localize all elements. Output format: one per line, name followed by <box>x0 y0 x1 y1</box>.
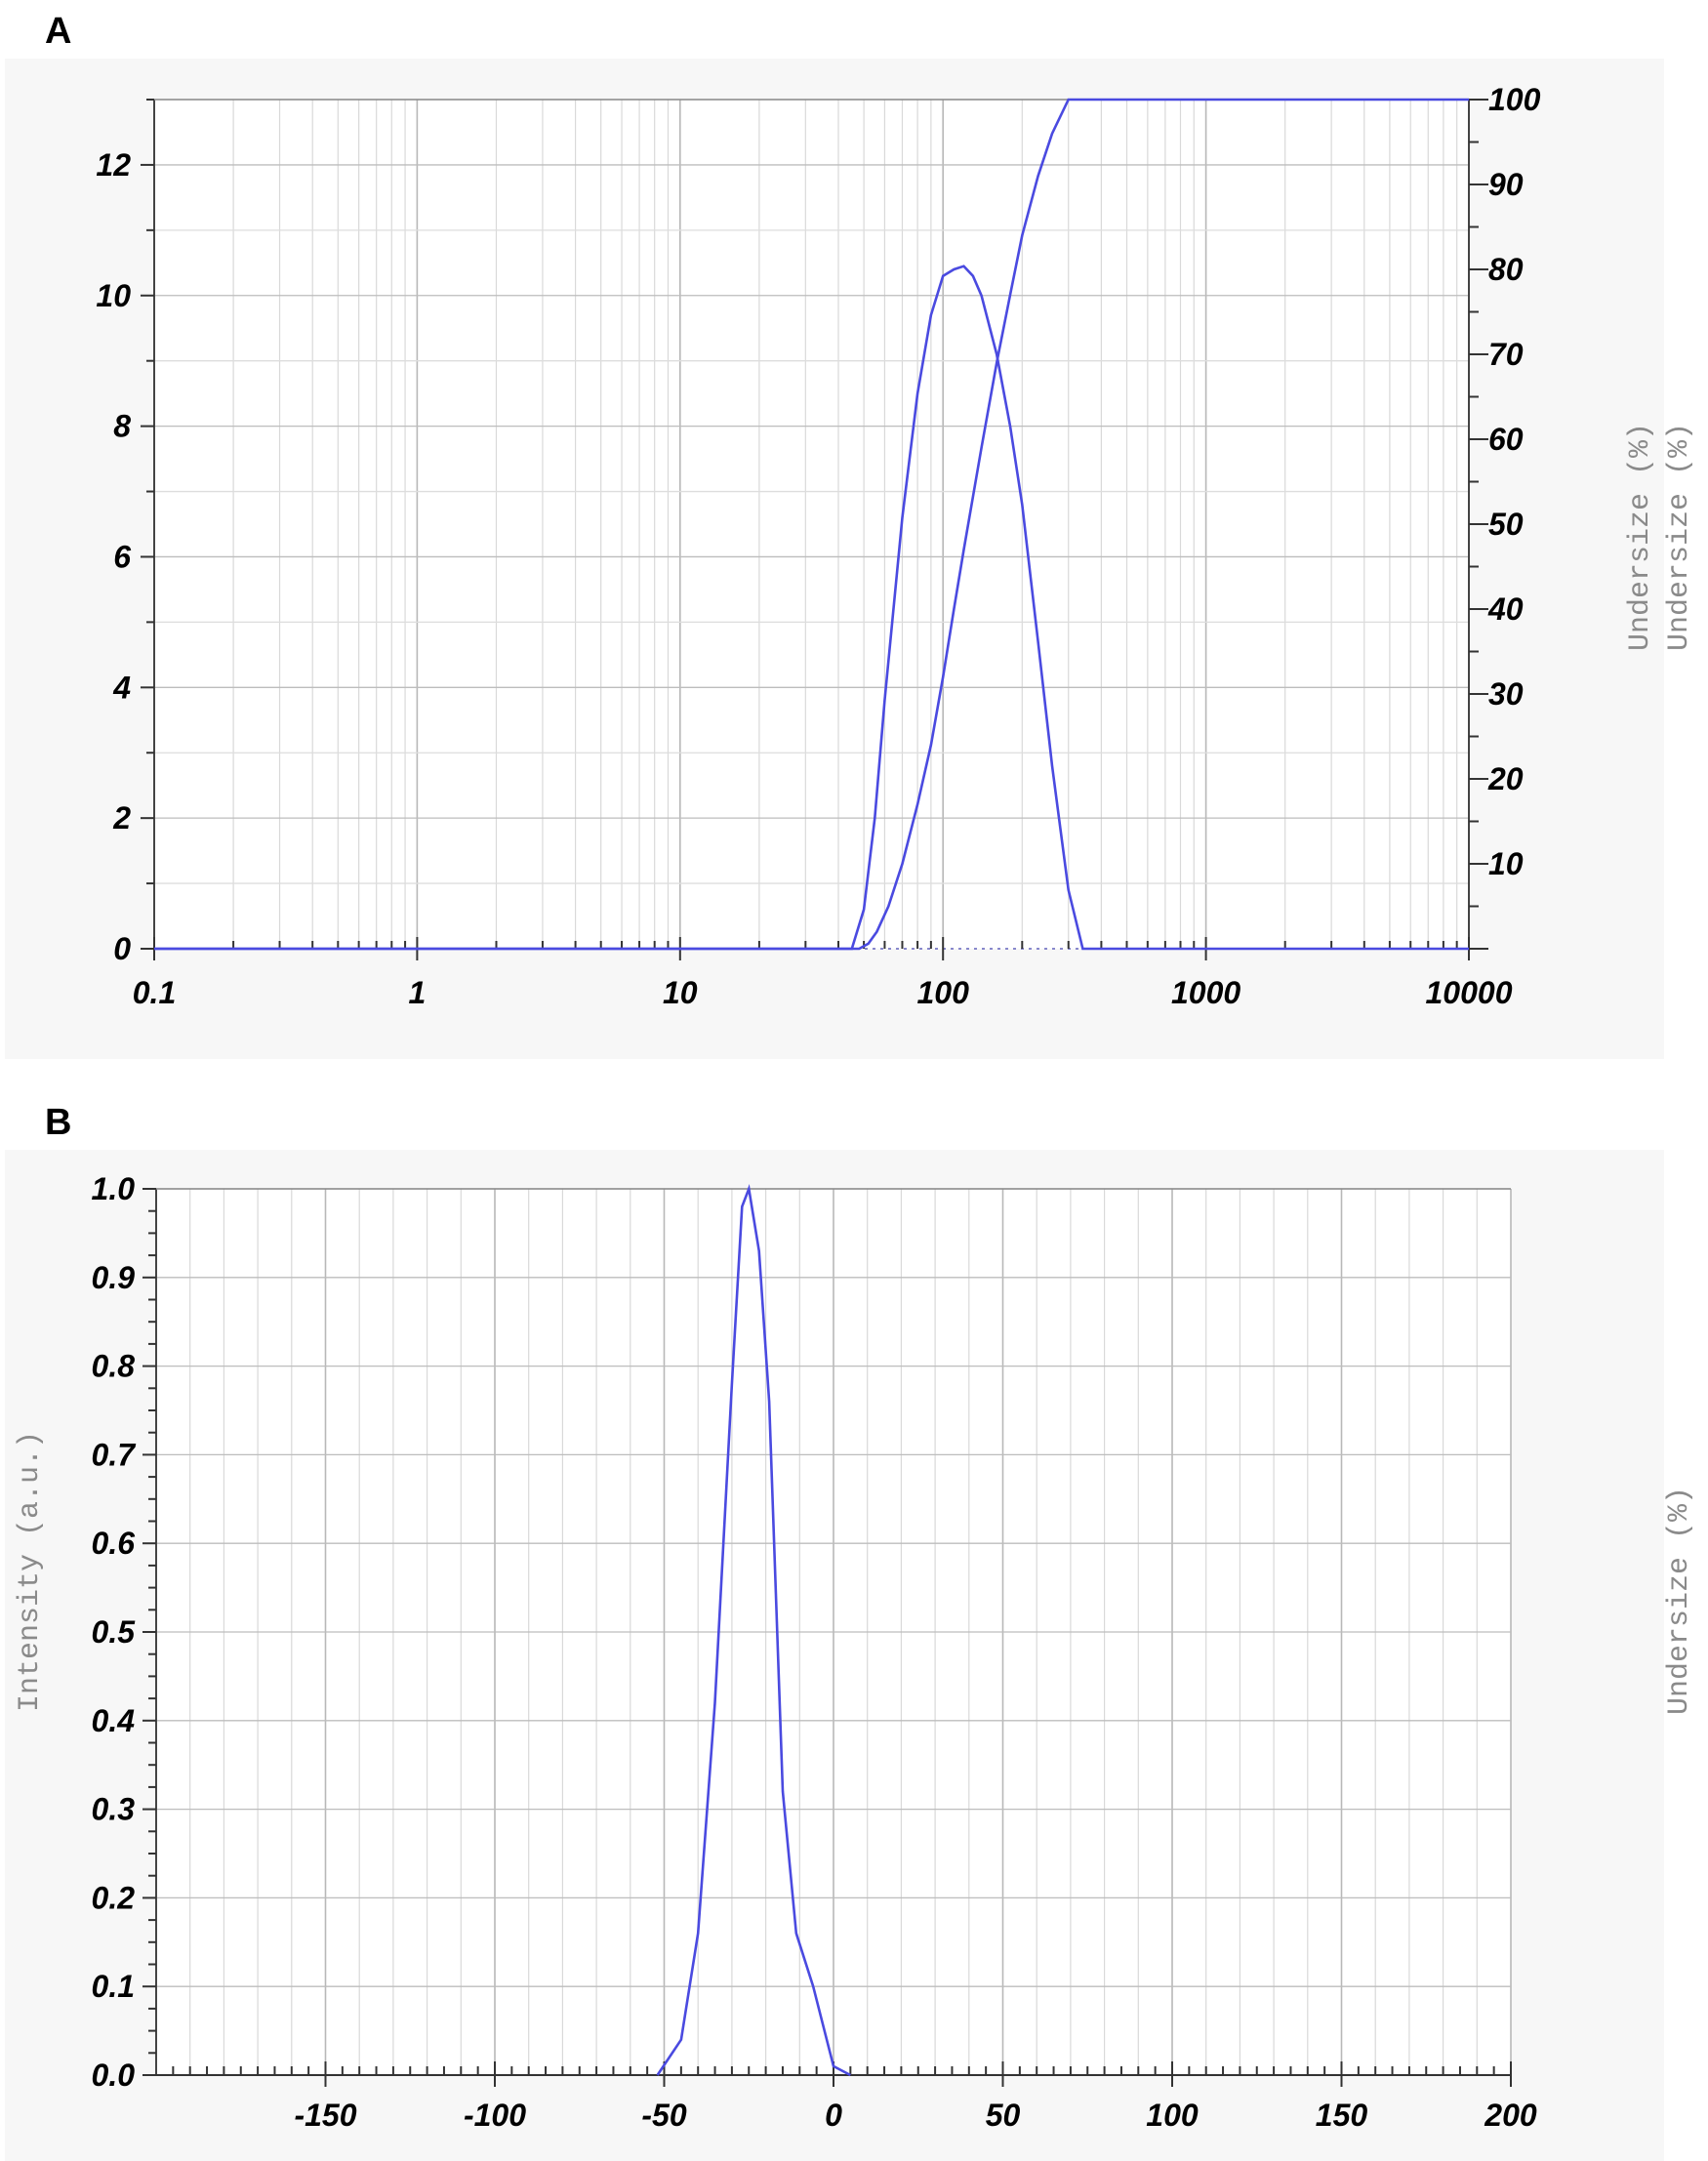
panel-b-y-axis-title: Intensity (a.u.) <box>14 1431 47 1712</box>
panel-a-y-tick-label: 6 <box>113 539 131 574</box>
panel-a-y2-tick-label: 100 <box>1488 82 1541 117</box>
panel-a-y2-tick-label: 50 <box>1488 507 1524 542</box>
panel-b-x-tick-label: 100 <box>1146 2098 1199 2133</box>
panel-a-series-distribution <box>154 265 1469 951</box>
panel-b-axes: -150 -100 -50 0 50 100 150 200 0.0 0.1 0.2 0.3 0.4 0.… <box>92 1171 1537 2133</box>
panel-b-y-tick-label: 0.7 <box>92 1437 138 1472</box>
panel-b: B -150 -100 -50 0 50 100 150 200 0.0 0.1 0.2 0.3 0.4… <box>5 1102 1696 2161</box>
panel-a-y2-tick-label: 80 <box>1488 252 1524 287</box>
panel-b-y-tick-label: 0.9 <box>92 1260 136 1295</box>
panel-b-series <box>656 1184 851 2077</box>
panel-a-x-tick-label: 1000 <box>1171 975 1240 1010</box>
panel-a-right-axis-title-2: Undersize (%) <box>1663 423 1696 651</box>
panel-b-x-tick-label: -50 <box>641 2098 686 2133</box>
panel-b-right-axis-title: Undersize (%) <box>1663 1487 1696 1715</box>
panel-b-grid <box>156 1188 1512 2075</box>
panel-b-y-tick-label: 0.3 <box>92 1792 136 1827</box>
panel-a-y2-tick-label: 10 <box>1488 846 1524 881</box>
panel-a-y-tick-label: 2 <box>112 800 131 836</box>
panel-b-x-tick-label: 0 <box>825 2098 842 2133</box>
panel-b-y-tick-label: 0.4 <box>92 1703 136 1738</box>
panel-b-y-tick-label: 0.5 <box>92 1614 137 1650</box>
panel-a-plot-area <box>154 100 1469 949</box>
panel-a-y2-tick-label: 60 <box>1488 422 1524 457</box>
panel-b-x-tick-label: 150 <box>1316 2098 1368 2133</box>
panel-a-grid <box>153 99 1469 949</box>
panel-b-y-tick-label: 0.1 <box>92 1969 135 2004</box>
panel-b-y-tick-label: 0.0 <box>92 2058 136 2093</box>
panel-b-y-tick-label: 0.2 <box>92 1880 136 1915</box>
panel-b-series-intensity <box>656 1184 851 2077</box>
panel-a-x-tick-label: 10 <box>663 975 698 1010</box>
panel-a-series-undersize <box>154 98 1469 951</box>
panel-b-x-tick-label: -150 <box>294 2098 356 2133</box>
panel-b-y-tick-label: 1.0 <box>92 1171 136 1206</box>
panel-a-y-tick-label: 8 <box>113 409 131 444</box>
panel-a-y-tick-label: 4 <box>112 670 131 705</box>
panel-a-x-tick-label: 10000 <box>1426 975 1513 1010</box>
panel-b-x-tick-label: 50 <box>986 2098 1021 2133</box>
panel-a-y2-tick-label: 20 <box>1487 761 1524 796</box>
panel-a-right-axis-title-1: Undersize (%) <box>1624 423 1657 651</box>
panel-a-y2-tick-label: 70 <box>1488 337 1524 372</box>
panel-a-x-tick-label: 100 <box>917 975 970 1010</box>
panel-a-y-tick-label: 12 <box>96 147 131 183</box>
panel-a-series <box>154 98 1469 951</box>
panel-a-x-tick-label: 1 <box>409 975 427 1010</box>
panel-a-label: A <box>45 11 71 52</box>
panel-a-y2-tick-label: 90 <box>1488 167 1524 202</box>
panel-b-label: B <box>45 1102 71 1143</box>
panel-a-y-tick-label: 10 <box>96 278 131 313</box>
panel-a-y2-tick-label: 40 <box>1487 591 1524 627</box>
panel-a-y2-tick-label: 30 <box>1488 676 1524 712</box>
panel-a-axes: 0.1 1 10 100 1000 10000 0 2 4 6 8 10 12 10 20 30 40 50 60 7… <box>96 82 1540 1010</box>
panel-b-x-tick-label: 200 <box>1484 2098 1537 2133</box>
panel-b-y-tick-label: 0.6 <box>92 1526 136 1561</box>
panel-b-y-tick-label: 0.8 <box>92 1349 136 1384</box>
panel-a-x-tick-label: 0.1 <box>133 975 176 1010</box>
panel-b-x-tick-label: -100 <box>464 2098 526 2133</box>
panel-a: A 0.1 1 10 100 1000 10000 0 2 4 6 8 10 12 10 20 30 40 50 6… <box>5 11 1696 1059</box>
panel-a-y-tick-label: 0 <box>113 931 131 966</box>
